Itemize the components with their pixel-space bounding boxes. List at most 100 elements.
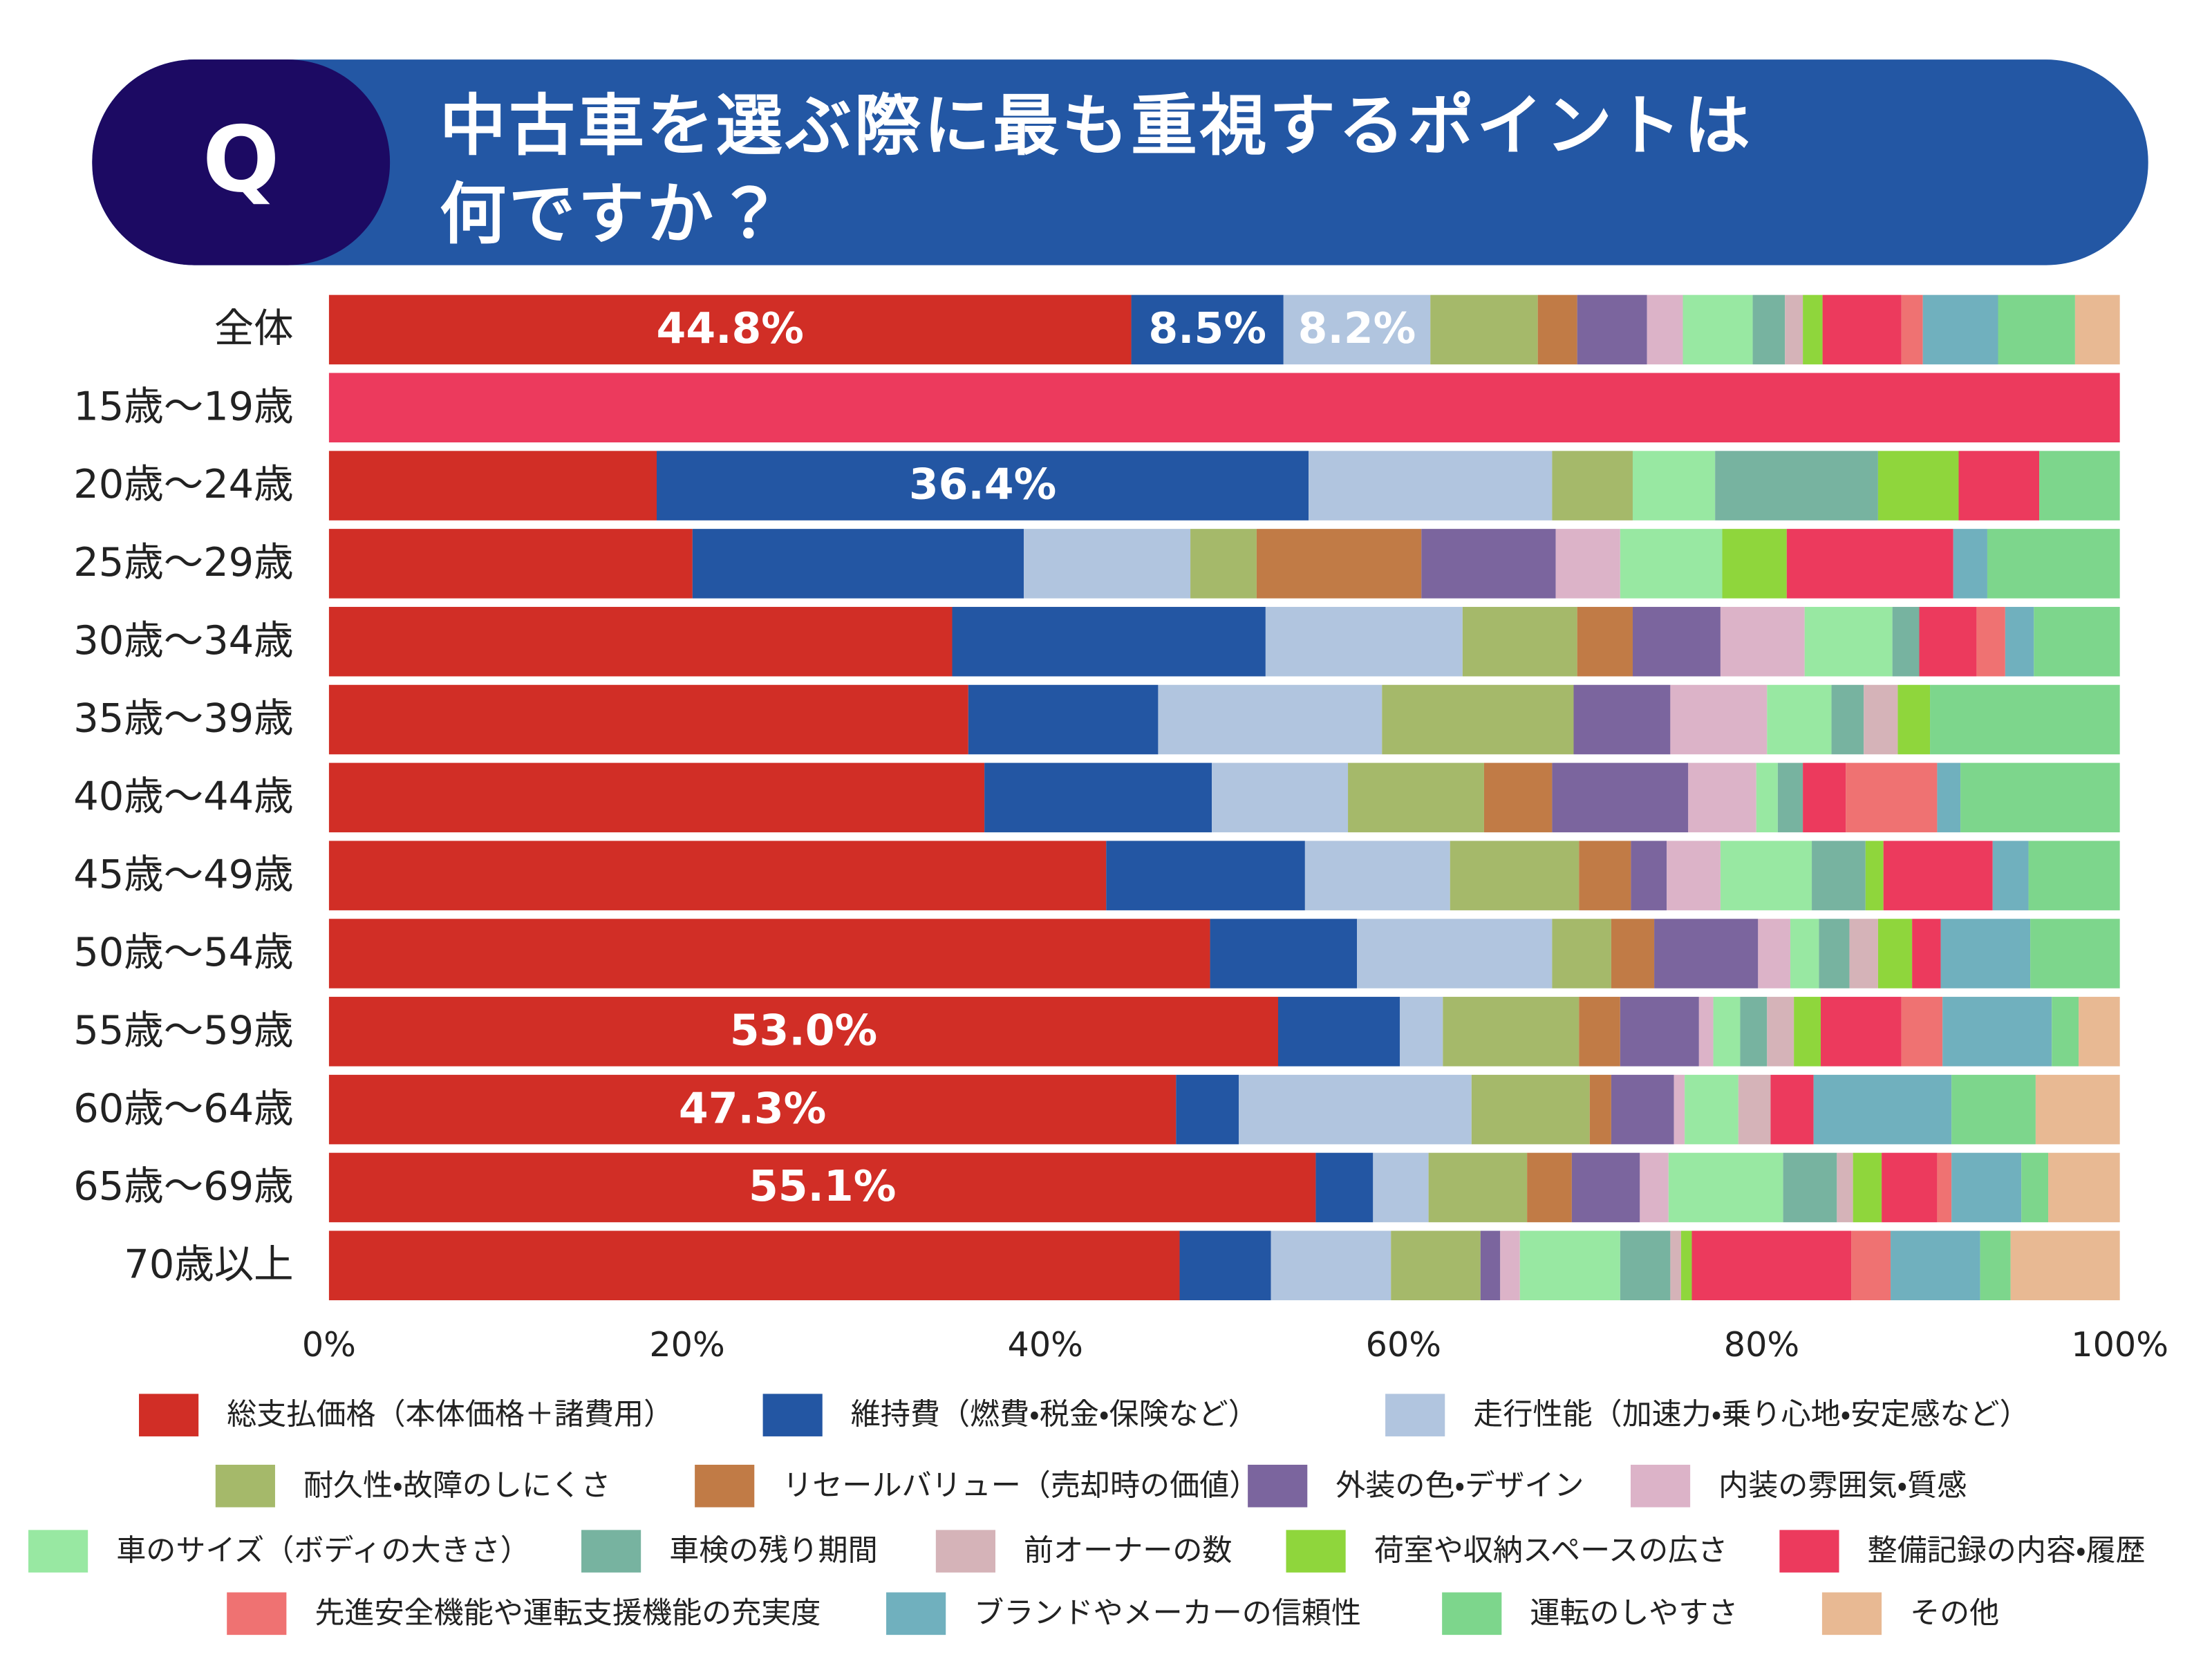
- bar-segment: [1670, 1230, 1681, 1301]
- bar-segment: [1552, 451, 1633, 521]
- bar-segment: [1804, 606, 1893, 677]
- bar-segment: [1555, 529, 1620, 599]
- bar-segment: [2005, 606, 2034, 677]
- bar-segment: [1803, 294, 1823, 365]
- bar-segment: [1620, 997, 1699, 1067]
- bar-segment: [1785, 294, 1803, 365]
- bar-segment: [1756, 762, 1778, 833]
- bar-segment: [2030, 919, 2120, 988]
- bar-segment: [1611, 919, 1655, 988]
- bar-segment: [1632, 451, 1716, 521]
- y-tick-label: 65歳〜69歳: [73, 1163, 293, 1210]
- bar-segment: [1631, 841, 1667, 910]
- legend-swatch: [1821, 1592, 1882, 1635]
- bar-segment: [1837, 1152, 1853, 1223]
- bar-segment: [1589, 1074, 1611, 1145]
- legend-label: 車のサイズ（ボディの大きさ）: [116, 1534, 530, 1568]
- bar-segment: [328, 997, 1279, 1067]
- badge: Q: [203, 106, 280, 212]
- y-tick-label: 全体: [214, 306, 294, 352]
- bar-segment: [1239, 1074, 1472, 1145]
- bar-segment: [1865, 841, 1884, 910]
- bar-segment: [1519, 1230, 1620, 1301]
- bar-segment: [1740, 997, 1768, 1067]
- bar-segment: [1131, 294, 1284, 365]
- bar-segment: [1953, 529, 1987, 599]
- bar-segment: [1683, 294, 1753, 365]
- bar-segment: [1552, 762, 1689, 833]
- bar-segment: [1577, 294, 1647, 365]
- legend-swatch: [581, 1530, 641, 1573]
- bar-segment: [1822, 294, 1902, 365]
- legend-label: 整備記録の内容・履歴: [1868, 1534, 2146, 1568]
- bar-segment: [1770, 1074, 1814, 1145]
- bar-segment: [1877, 919, 1913, 988]
- bar-segment: [1951, 1152, 2022, 1223]
- bar-segment: [1937, 762, 1961, 833]
- bar-segment: [1210, 919, 1357, 988]
- bar-segment: [1691, 1230, 1852, 1301]
- bar-segment: [1309, 451, 1553, 521]
- legend-swatch: [1286, 1530, 1346, 1573]
- bar-segment: [1930, 684, 2120, 755]
- bar-segment: [328, 294, 1132, 365]
- legend-label: 運転のしやすさ: [1530, 1596, 1738, 1631]
- bar-segment: [1992, 841, 2029, 910]
- bar-segment: [1897, 684, 1931, 755]
- bar-segment: [1922, 294, 1998, 365]
- bar-segment: [1803, 762, 1846, 833]
- bar-segment: [1937, 1152, 1952, 1223]
- bar-segment: [692, 529, 1024, 599]
- bar-segment: [328, 1230, 1180, 1301]
- bar-segment: [1304, 841, 1450, 910]
- bar-segment: [2079, 997, 2120, 1067]
- bar-segment: [1940, 919, 2031, 988]
- legend-label: リセールバリュー（売却時の価値）: [782, 1468, 1259, 1503]
- bar-segment: [2074, 294, 2120, 365]
- bar-segment: [1951, 1074, 2036, 1145]
- bar-segment: [1283, 294, 1431, 365]
- bar-segment: [1777, 762, 1803, 833]
- legend-swatch: [215, 1464, 275, 1508]
- legend-label: その他: [1910, 1596, 1999, 1631]
- bar-segment: [1348, 762, 1484, 833]
- bar-segment: [1976, 606, 2005, 677]
- bar-segment: [1527, 1152, 1572, 1223]
- y-tick-label: 35歳〜39歳: [73, 695, 293, 742]
- bar-segment: [1794, 997, 1821, 1067]
- bar-segment: [1783, 1152, 1837, 1223]
- legend-label: 内装の雰囲気・質感: [1718, 1468, 1967, 1503]
- bar-segment: [1443, 997, 1580, 1067]
- bar-segment: [1752, 294, 1785, 365]
- bar-segment: [1758, 919, 1790, 988]
- legend-label: 荷室や収納スペースの広さ: [1374, 1534, 1728, 1568]
- bar-segment: [328, 373, 2120, 442]
- bar-segment: [1373, 1152, 1429, 1223]
- bar-segment: [1987, 529, 2120, 599]
- bar-segment: [1790, 919, 1819, 988]
- legend-label: ブランドやメーカーの信頼性: [974, 1596, 1361, 1631]
- bar-segment: [328, 1074, 1177, 1145]
- y-tick-label: 25歳〜29歳: [73, 539, 293, 585]
- bar-segment: [1767, 684, 1832, 755]
- legend-swatch: [1385, 1394, 1445, 1436]
- bar-segment: [328, 451, 657, 521]
- chart-title: 中古車を選ぶ際に最も重視するポイントは 何ですか？: [440, 87, 1753, 253]
- bar-segment: [1654, 919, 1759, 988]
- bar-segment: [1998, 294, 2075, 365]
- bar-segment: [2035, 1074, 2120, 1145]
- data-label: 55.1%: [749, 1161, 896, 1211]
- y-tick-label: 50歳〜54歳: [73, 929, 293, 975]
- bar-segment: [1891, 1230, 1980, 1301]
- bar-segment: [1698, 997, 1714, 1067]
- bar-segment: [1960, 762, 2120, 833]
- bar-segment: [1821, 997, 1902, 1067]
- bar-segment: [1670, 684, 1768, 755]
- x-tick-label: 100%: [2071, 1324, 2168, 1365]
- bar-segment: [1176, 1074, 1239, 1145]
- data-label: 47.3%: [679, 1083, 826, 1133]
- bar-segment: [1685, 1074, 1738, 1145]
- bar-segment: [1786, 529, 1953, 599]
- legend-swatch: [139, 1394, 199, 1436]
